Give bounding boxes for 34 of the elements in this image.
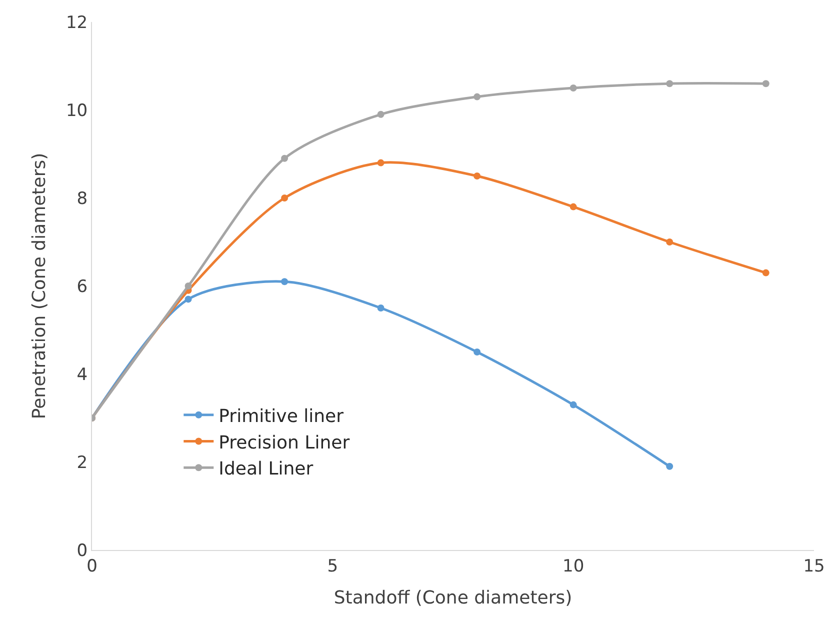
point [762, 80, 770, 88]
point [666, 238, 674, 246]
point [281, 154, 288, 162]
y-axis-title: Penetration (Cone diameters) [29, 152, 50, 420]
y-tick-label: 10 [66, 100, 88, 121]
point [184, 296, 192, 303]
legend-label: Precision Liner [218, 432, 350, 454]
legend-label: Ideal Liner [218, 458, 314, 480]
y-tick-label: 2 [76, 452, 88, 473]
y-tick-label: 8 [76, 188, 88, 209]
legend-label: Primitive liner [218, 406, 344, 427]
point [474, 93, 481, 100]
point [184, 282, 192, 290]
x-axis-title: Standoff (Cone diameters) [334, 588, 572, 608]
point [762, 269, 770, 276]
point [570, 84, 577, 92]
point [377, 304, 384, 312]
x-tick-label: 10 [562, 556, 584, 576]
point [570, 203, 577, 210]
point [666, 462, 674, 470]
y-tick-label: 0 [76, 540, 88, 561]
point [281, 278, 288, 286]
point [474, 348, 481, 356]
point [281, 194, 288, 202]
point [474, 172, 481, 180]
point [377, 110, 384, 118]
y-tick-label: 4 [76, 364, 88, 385]
point [570, 401, 577, 408]
x-tick-label: 5 [327, 556, 338, 576]
point [377, 159, 384, 166]
y-tick-label: 12 [66, 12, 88, 33]
point [666, 80, 674, 88]
y-tick-label: 6 [76, 276, 88, 297]
x-tick-label: 15 [803, 556, 825, 576]
